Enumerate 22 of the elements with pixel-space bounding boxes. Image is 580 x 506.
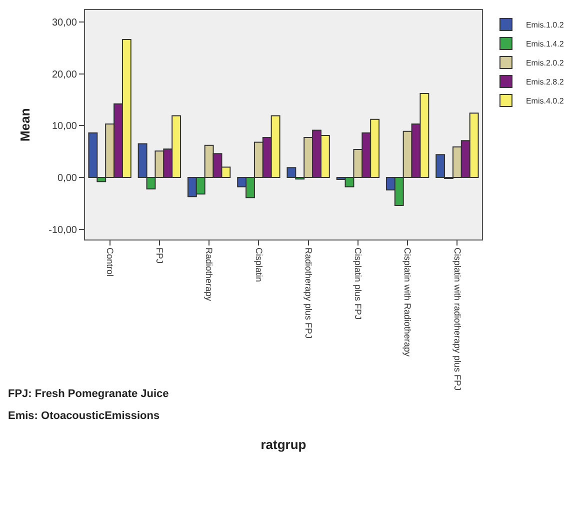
y-tick-label: 20,00: [52, 69, 78, 80]
y-tick-label: 0,00: [58, 172, 78, 184]
text: Emis: OtoacousticEmissions: [8, 410, 160, 422]
x-tick-label: Control: [104, 247, 115, 276]
x-tick-label: Cisplatin plus FPJ: [353, 247, 364, 320]
x-tick-label: FPJ: [154, 247, 165, 264]
y-axis-title: Mean: [18, 108, 33, 142]
legend-label: Emis.2.0.2: [526, 58, 564, 68]
x-tick-label: Radiotherapy plus FPJ: [303, 247, 314, 339]
legend-label: Emis.1.0.2: [526, 20, 564, 30]
legend-label: Emis.2.8.2: [526, 78, 564, 87]
y-tick-label: -10,00: [48, 224, 78, 236]
y-tick-label: 10,00: [52, 121, 78, 132]
x-tick-label: Radiotherapy: [204, 247, 214, 302]
legend-label: Emis.1.4.2: [526, 40, 564, 49]
legend-label: Emis.4.0.2: [526, 96, 564, 106]
text: FPJ: Fresh Pomegranate Juice: [8, 388, 169, 400]
y-tick-label: 30,00: [52, 17, 78, 28]
x-tick-label: Cisplatin with radiotherapy plus FPJ: [452, 247, 462, 391]
x-tick-label: Cisplatin: [254, 247, 264, 282]
x-tick-label: Cisplatin with Radiotherapy: [402, 247, 413, 358]
x-axis-title: ratgrup: [260, 437, 306, 452]
